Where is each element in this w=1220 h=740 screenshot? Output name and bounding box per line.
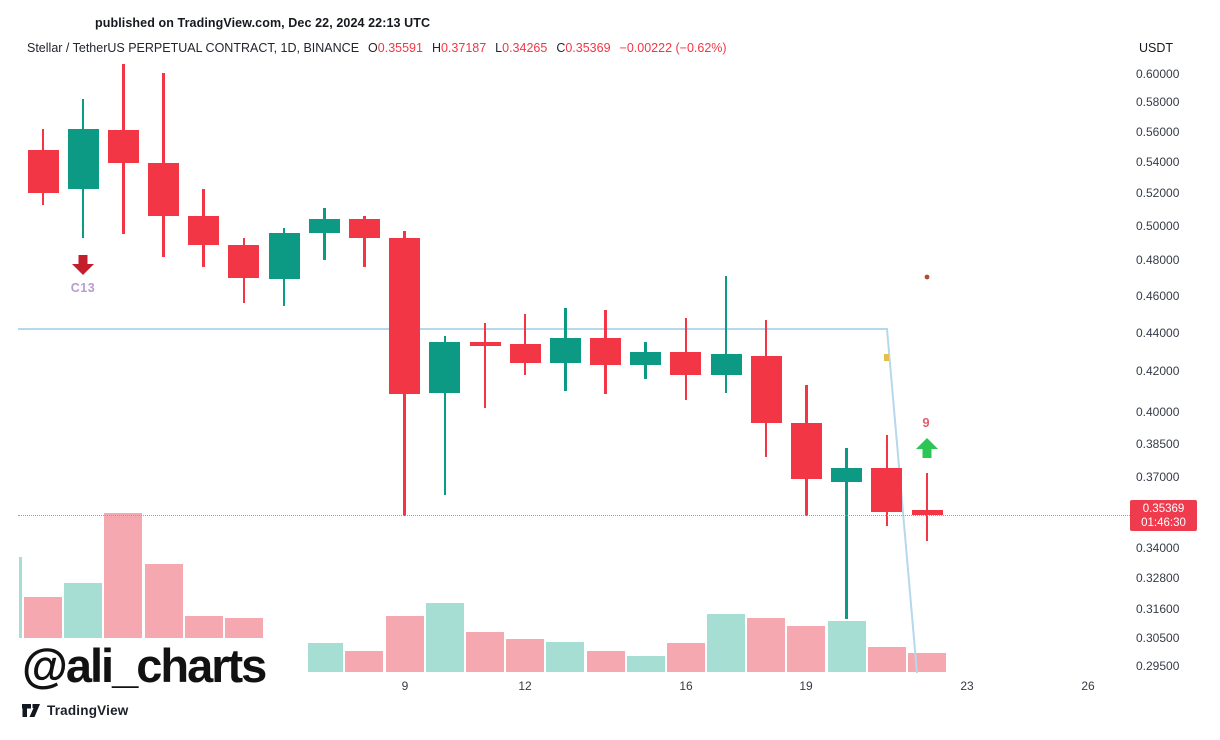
symbol-title[interactable]: Stellar / TetherUS PERPETUAL CONTRACT, 1… [27, 41, 360, 55]
candle-body [790, 422, 822, 480]
volume-bar [747, 618, 786, 672]
change-value: −0.00222 (−0.62%) [619, 41, 727, 55]
price-tick-label: 0.34000 [1136, 541, 1180, 555]
current-price-tag: 0.35369 01:46:30 [1130, 500, 1197, 531]
candle-wick [845, 448, 848, 620]
candle-body [107, 130, 139, 164]
watermark-text: @ali_charts [22, 639, 267, 692]
ohlc-values: O0.35591 H0.37187 L0.34265 C0.35369 [359, 41, 611, 55]
time-tick-label: 16 [679, 679, 693, 693]
price-tick-label: 0.54000 [1136, 155, 1180, 169]
price-tick-label: 0.52000 [1136, 186, 1180, 200]
candle-wick [483, 323, 487, 408]
current-price-value: 0.35369 [1142, 502, 1185, 515]
candle-body [228, 244, 260, 278]
price-tick-label: 0.38500 [1136, 437, 1180, 451]
price-tick-label: 0.31600 [1136, 602, 1180, 616]
candle-body [911, 509, 943, 515]
volume-bar [546, 642, 585, 672]
current-price-line [18, 515, 1130, 516]
volume-bar [385, 616, 424, 672]
volume-bar [666, 643, 705, 672]
candle-body [630, 351, 662, 366]
price-tick-label: 0.32800 [1136, 571, 1180, 585]
volume-bar [626, 656, 665, 672]
volume-bar [425, 603, 464, 672]
candle-body [831, 468, 863, 482]
red-dot-marker [924, 274, 930, 280]
ohlc-c: C0.35369 [556, 41, 611, 55]
volume-bar [466, 632, 504, 672]
price-tick-label: 0.44000 [1136, 326, 1180, 340]
buy-signal-label: 9 [922, 415, 930, 430]
volume-bar [867, 647, 906, 672]
volume-bar [827, 621, 866, 672]
countdown-timer: 01:46:30 [1141, 516, 1186, 529]
ohlc-o: O0.35591 [368, 41, 423, 55]
candle-body [308, 219, 340, 233]
candle-wick [443, 336, 447, 496]
volume-bar [506, 639, 545, 672]
candle-body [469, 342, 501, 347]
candle-body [750, 355, 782, 423]
candle-body [389, 237, 421, 394]
published-caption: published on TradingView.com, Dec 22, 20… [95, 16, 431, 30]
tradingview-logo-icon [22, 704, 40, 717]
price-tick-label: 0.46000 [1136, 289, 1180, 303]
price-tick-label: 0.56000 [1136, 125, 1180, 139]
volume-bar [305, 643, 344, 672]
time-tick-label: 19 [799, 679, 813, 693]
price-tick-label: 0.58000 [1136, 95, 1180, 109]
tradingview-logo[interactable]: TradingView [22, 703, 128, 718]
price-axis-currency-label: USDT [1139, 41, 1174, 55]
volume-bar [908, 653, 946, 672]
candle-wick [925, 472, 929, 542]
tradingview-brand-text: TradingView [47, 703, 129, 718]
ohlc-l: L0.34265 [495, 41, 548, 55]
buy-signal-arrow-icon[interactable] [916, 438, 938, 458]
candle-body [710, 353, 742, 376]
price-tick-label: 0.42000 [1136, 364, 1180, 378]
price-tick-label: 0.29500 [1136, 659, 1180, 673]
price-tick-label: 0.48000 [1136, 253, 1180, 267]
volume-bar [787, 626, 826, 672]
volume-bar [586, 651, 625, 672]
price-tick-label: 0.40000 [1136, 405, 1180, 419]
time-tick-label: 9 [401, 679, 409, 693]
sell-signal-arrow-icon[interactable] [72, 255, 94, 275]
yellow-tick-mark [884, 354, 889, 361]
price-tick-label: 0.37000 [1136, 470, 1180, 484]
price-tick-label: 0.50000 [1136, 219, 1180, 233]
candle-body [67, 128, 99, 189]
time-tick-label: 26 [1081, 679, 1095, 693]
candle-wick [724, 275, 728, 394]
watermark: @ali_charts [0, 638, 308, 700]
sell-signal-label: C13 [70, 281, 96, 295]
candle-body [549, 338, 581, 364]
candle-body [871, 468, 903, 512]
volume-bar [707, 614, 746, 672]
volume-bar [345, 651, 384, 672]
symbol-legend[interactable]: Stellar / TetherUS PERPETUAL CONTRACT, 1… [27, 41, 727, 55]
candle-body [670, 351, 702, 376]
ohlc-h: H0.37187 [431, 41, 487, 55]
candle-body [188, 216, 220, 245]
candle-body [509, 344, 541, 364]
candle-wick [363, 216, 366, 268]
price-tick-label: 0.30500 [1136, 631, 1180, 645]
time-tick-label: 12 [518, 679, 532, 693]
candle-body [148, 163, 179, 217]
price-tick-label: 0.60000 [1136, 67, 1180, 81]
candle-body [348, 219, 380, 238]
candle-wick [323, 207, 326, 261]
candle-body [590, 338, 621, 366]
candle-body [429, 342, 461, 394]
candle-body [268, 232, 300, 280]
time-tick-label: 23 [960, 679, 974, 693]
candle-body [27, 149, 59, 194]
